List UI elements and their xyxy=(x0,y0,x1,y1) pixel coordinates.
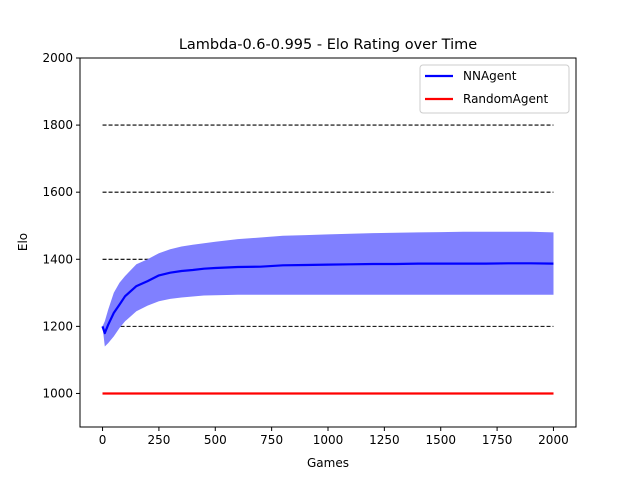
y-tick-label: 1600 xyxy=(42,185,73,199)
y-tick-label: 1800 xyxy=(42,118,73,132)
nnagent-confidence-band xyxy=(102,231,554,347)
legend-box xyxy=(419,64,570,114)
y-tick-label: 1000 xyxy=(42,386,73,400)
x-tick-label: 0 xyxy=(99,433,107,447)
plot-area xyxy=(101,124,554,395)
legend-label-randomagent: RandomAgent xyxy=(463,92,548,106)
x-tick-label: 1500 xyxy=(425,433,456,447)
legend-label-nnagent: NNAgent xyxy=(463,69,517,83)
x-tick-label: 500 xyxy=(204,433,227,447)
x-tick-label: 750 xyxy=(260,433,283,447)
y-tick-label: 1200 xyxy=(42,319,73,333)
y-tick-label: 2000 xyxy=(42,51,73,65)
x-axis-title: Games xyxy=(307,456,349,470)
x-tick-label: 1250 xyxy=(369,433,400,447)
x-tick-label: 2000 xyxy=(538,433,569,447)
x-tick-label: 1000 xyxy=(313,433,344,447)
x-tick-label: 250 xyxy=(147,433,170,447)
series-line-nnagent xyxy=(101,262,554,335)
y-axis-title: Elo xyxy=(16,233,30,251)
legend: NNAgent RandomAgent xyxy=(419,64,570,114)
x-tick-label: 1750 xyxy=(482,433,513,447)
chart-title: Lambda-0.6-0.995 - Elo Rating over Time xyxy=(179,37,477,53)
axes: 0 250 500 750 1000 1250 1500 1750 2000 1000 1200 14… xyxy=(42,51,577,447)
y-tick-label: 1400 xyxy=(42,252,73,266)
